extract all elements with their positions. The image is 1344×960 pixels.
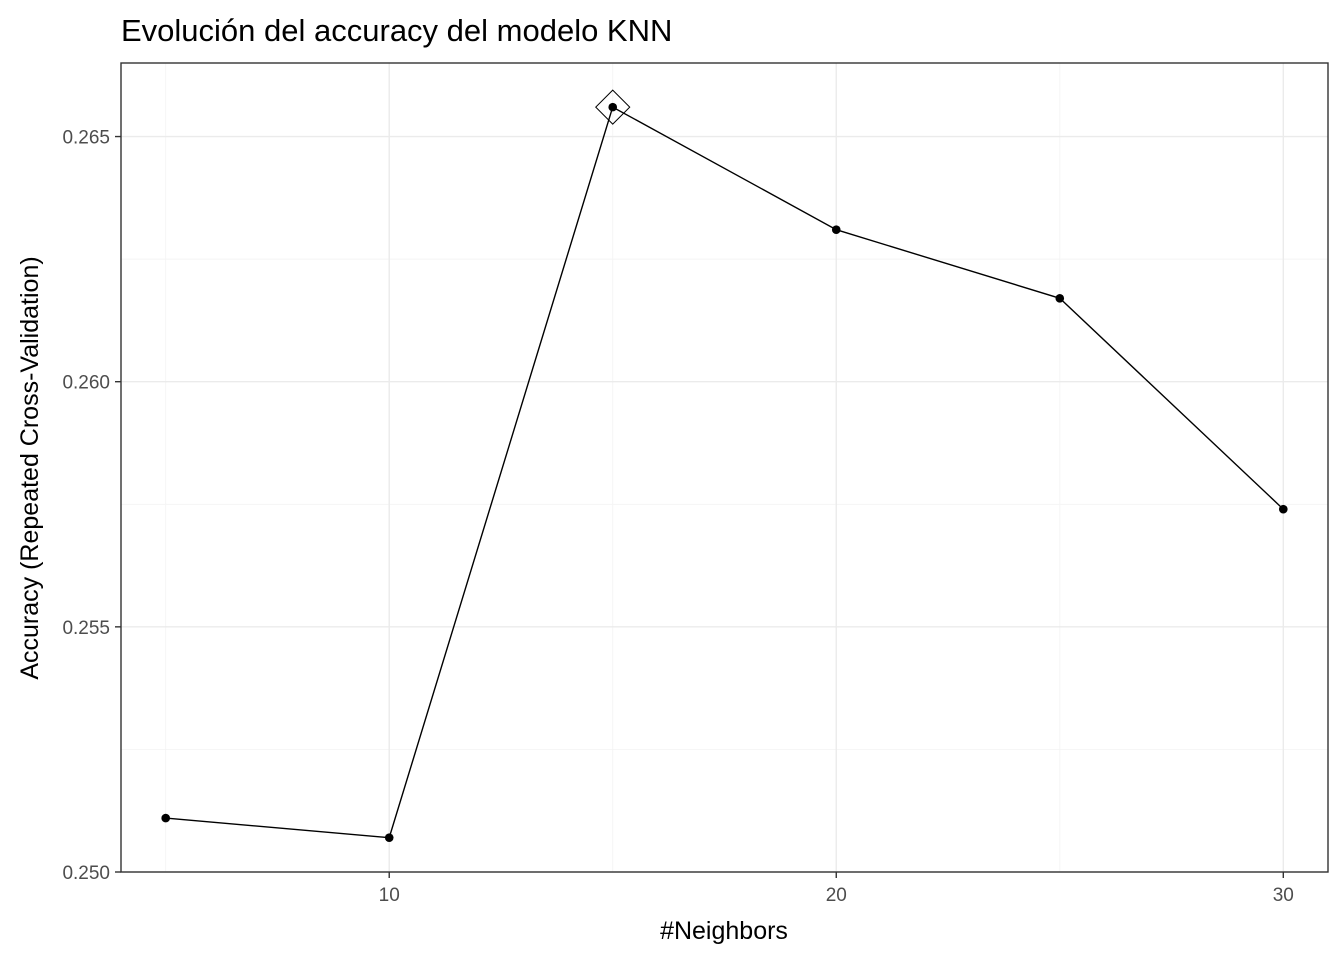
y-axis-label: Accuracy (Repeated Cross-Validation) bbox=[16, 256, 44, 679]
accuracy-data-point bbox=[608, 102, 618, 112]
chart-title: Evolución del accuracy del modelo KNN bbox=[121, 13, 672, 48]
panel-border bbox=[120, 62, 1329, 873]
axes: 10 20 30 0.250 0.255 0.260 0.265 bbox=[62, 128, 1293, 906]
y-tick-label: 0.255 bbox=[62, 618, 110, 639]
y-tick-label: 0.260 bbox=[62, 373, 110, 394]
x-tick-label: 30 bbox=[1273, 885, 1294, 906]
accuracy-data-point bbox=[1055, 294, 1065, 303]
accuracy-data-point bbox=[831, 225, 841, 235]
best-tune-diamond-marker bbox=[595, 89, 631, 125]
accuracy-data-point bbox=[161, 813, 171, 823]
x-axis-label: #Neighbors bbox=[660, 917, 788, 945]
x-tick-label: 10 bbox=[379, 885, 400, 906]
y-tick-label: 0.265 bbox=[62, 128, 110, 149]
y-tick-label: 0.250 bbox=[62, 863, 110, 884]
accuracy-data-point bbox=[384, 833, 394, 842]
data-series bbox=[161, 89, 1288, 842]
x-tick-label: 20 bbox=[826, 885, 847, 906]
accuracy-series-line bbox=[165, 106, 1284, 839]
accuracy-data-point bbox=[1278, 504, 1288, 514]
